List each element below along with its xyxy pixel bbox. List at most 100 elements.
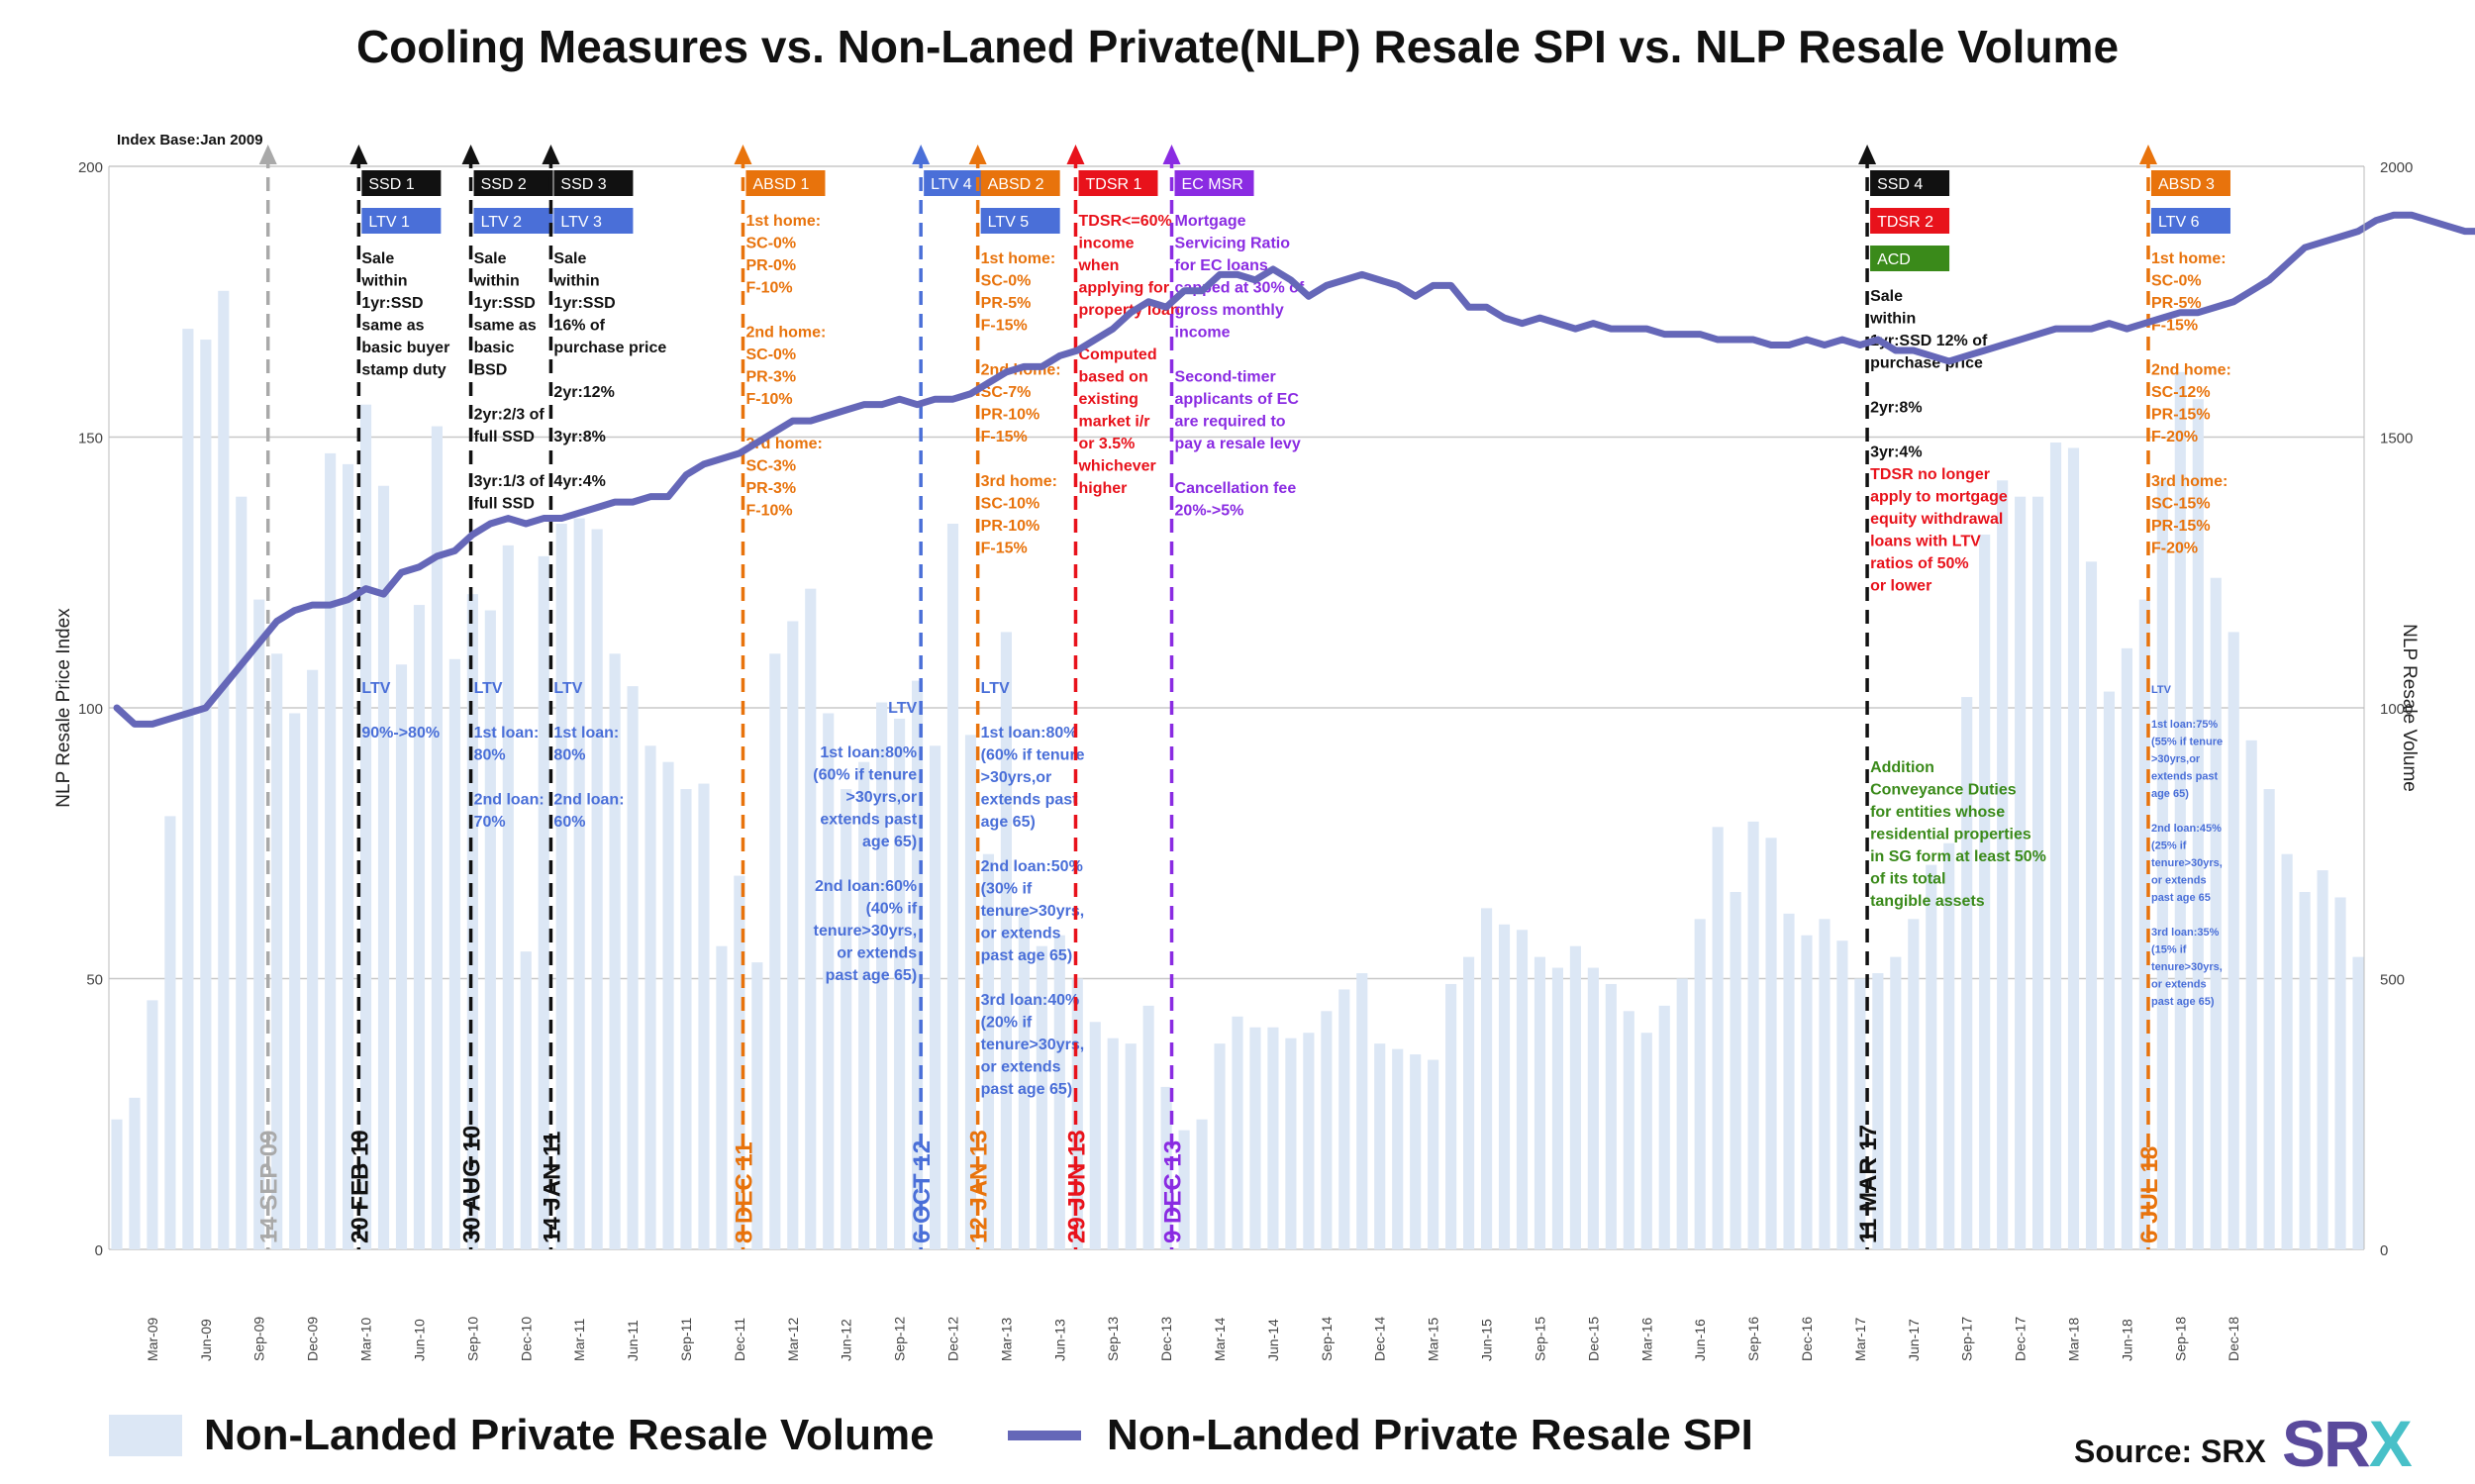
volume-bar bbox=[1428, 1059, 1439, 1249]
measure-note-line: 2nd loan: bbox=[474, 792, 544, 809]
measure-note-line: of its total bbox=[1870, 871, 1945, 888]
measure-arrow bbox=[734, 145, 752, 164]
volume-bar bbox=[1765, 838, 1777, 1249]
x-tick-label: Sep-11 bbox=[678, 1318, 694, 1361]
volume-bar bbox=[912, 680, 924, 1249]
measure-tag-label: SSD 2 bbox=[481, 176, 527, 193]
measure-note-line: higher bbox=[1078, 480, 1127, 497]
volume-bar bbox=[359, 404, 372, 1249]
measure-note-line: 80% bbox=[553, 747, 585, 764]
measure-note-line: 1st home: bbox=[745, 213, 821, 230]
measure-note-line: Conveyance Duties bbox=[1870, 782, 2017, 799]
volume-bar bbox=[929, 745, 941, 1249]
measure-tag-label: LTV 1 bbox=[368, 214, 410, 231]
measure-note-line: LTV bbox=[888, 700, 917, 717]
volume-bar bbox=[448, 658, 460, 1249]
volume-bar bbox=[964, 735, 977, 1249]
x-tick-label: Sep-12 bbox=[892, 1317, 908, 1361]
measure-note-line: 3yr:1/3 of bbox=[474, 473, 545, 490]
volume-bar bbox=[1214, 1043, 1226, 1249]
x-tick-label: Jun-18 bbox=[2119, 1319, 2134, 1361]
legend-volume-swatch bbox=[109, 1415, 182, 1456]
measure-note-line: SC-0% bbox=[745, 346, 796, 363]
measure-tag-box bbox=[2150, 208, 2230, 234]
volume-bar bbox=[769, 653, 781, 1249]
volume-bar bbox=[876, 702, 888, 1249]
volume-bar bbox=[1303, 1033, 1315, 1249]
left-tick-label: 200 bbox=[78, 159, 103, 176]
volume-bar bbox=[2299, 891, 2311, 1249]
measure-tag-box bbox=[980, 170, 1060, 196]
measure-note-line: LTV bbox=[981, 680, 1010, 697]
volume-bar bbox=[466, 594, 478, 1249]
measure-note-line: within bbox=[360, 273, 407, 290]
measure-note-line: or extends bbox=[981, 1059, 1061, 1076]
measure-note-line: (25% if bbox=[2151, 841, 2187, 852]
measure-note-line: SC-15% bbox=[2151, 496, 2211, 513]
measure-note-line: F-10% bbox=[745, 391, 792, 408]
x-tick-label: Jun-11 bbox=[625, 1320, 641, 1361]
left-tick-label: 150 bbox=[78, 431, 103, 447]
volume-bar bbox=[111, 1119, 123, 1249]
measure-tag-label: LTV 6 bbox=[2158, 214, 2200, 231]
volume-bar bbox=[147, 1000, 158, 1249]
measure-note-line: applying for bbox=[1078, 280, 1169, 297]
volume-bar bbox=[858, 761, 870, 1249]
volume-bar bbox=[1943, 842, 1955, 1249]
measure-note-line: apply to mortgage bbox=[1870, 489, 2008, 506]
volume-bar bbox=[520, 951, 532, 1249]
measure-note-line: income bbox=[1078, 236, 1134, 252]
measure-note-line: 3rd loan:35% bbox=[2151, 927, 2220, 939]
volume-bar bbox=[2015, 496, 2027, 1249]
measure-note-line: or extends bbox=[2151, 875, 2207, 887]
volume-bar bbox=[2210, 577, 2222, 1249]
measure-note-line: PR-3% bbox=[745, 369, 796, 386]
measure-note-line: when bbox=[1077, 257, 1119, 274]
measure-note-line: 70% bbox=[474, 814, 506, 831]
volume-bar bbox=[2263, 789, 2275, 1249]
x-tick-label: Dec-13 bbox=[1158, 1317, 1174, 1361]
measure-note-line: equity withdrawal bbox=[1870, 511, 2003, 528]
left-tick-label: 50 bbox=[86, 972, 103, 989]
right-tick-label: 2000 bbox=[2380, 159, 2413, 176]
measure-note-line: based on bbox=[1078, 369, 1147, 386]
volume-bar bbox=[1410, 1054, 1422, 1249]
measure-note-line: 1st loan:80% bbox=[820, 744, 917, 761]
measure-note-line: past age 65 bbox=[2151, 892, 2211, 904]
measure-note-line: (60% if tenure bbox=[813, 767, 917, 784]
x-tick-label: Mar-09 bbox=[145, 1317, 160, 1361]
legend-volume-label: Non-Landed Private Resale Volume bbox=[204, 1411, 935, 1459]
volume-bar bbox=[1819, 919, 1831, 1249]
measure-tag-label: ACD bbox=[1877, 251, 1911, 268]
measure-note-line: existing bbox=[1078, 391, 1138, 408]
volume-bar bbox=[1498, 924, 1511, 1249]
volume-bar bbox=[1142, 1005, 1154, 1249]
x-tick-label: Sep-16 bbox=[1745, 1317, 1761, 1361]
measure-date-label: 30 AUG 10 bbox=[459, 1126, 486, 1243]
volume-bar bbox=[2245, 740, 2257, 1249]
volume-bar bbox=[1801, 935, 1813, 1249]
measure-note-line: 4yr:4% bbox=[553, 473, 605, 490]
measure-note-line: past age 65) bbox=[981, 1081, 1072, 1098]
x-tick-label: Jun-16 bbox=[1692, 1319, 1708, 1361]
volume-bar bbox=[538, 555, 549, 1249]
measure-note-line: age 65) bbox=[2151, 788, 2189, 800]
measure-note-line: tenure>30yrs, bbox=[2151, 961, 2223, 973]
measure-note-line: SC-3% bbox=[745, 458, 796, 475]
measure-note-line: BSD bbox=[474, 362, 508, 379]
volume-bar bbox=[218, 290, 230, 1249]
volume-bar bbox=[1926, 864, 1937, 1249]
measure-note-line: full SSD bbox=[474, 496, 535, 513]
volume-bar bbox=[2174, 371, 2186, 1249]
measure-tag-box bbox=[980, 208, 1060, 234]
measure-note-line: (30% if bbox=[981, 881, 1033, 898]
measure-tag-label: LTV 5 bbox=[988, 214, 1030, 231]
x-tick-label: Jun-14 bbox=[1265, 1319, 1281, 1361]
volume-bar bbox=[1730, 891, 1741, 1249]
x-tick-label: Sep-13 bbox=[1105, 1317, 1121, 1361]
volume-bar bbox=[1480, 908, 1493, 1249]
legend-spi-swatch bbox=[1008, 1431, 1081, 1440]
measure-note-line: 2yr:2/3 of bbox=[474, 407, 545, 424]
measure-note-line: PR-0% bbox=[745, 257, 796, 274]
x-tick-label: Dec-18 bbox=[2226, 1317, 2241, 1361]
